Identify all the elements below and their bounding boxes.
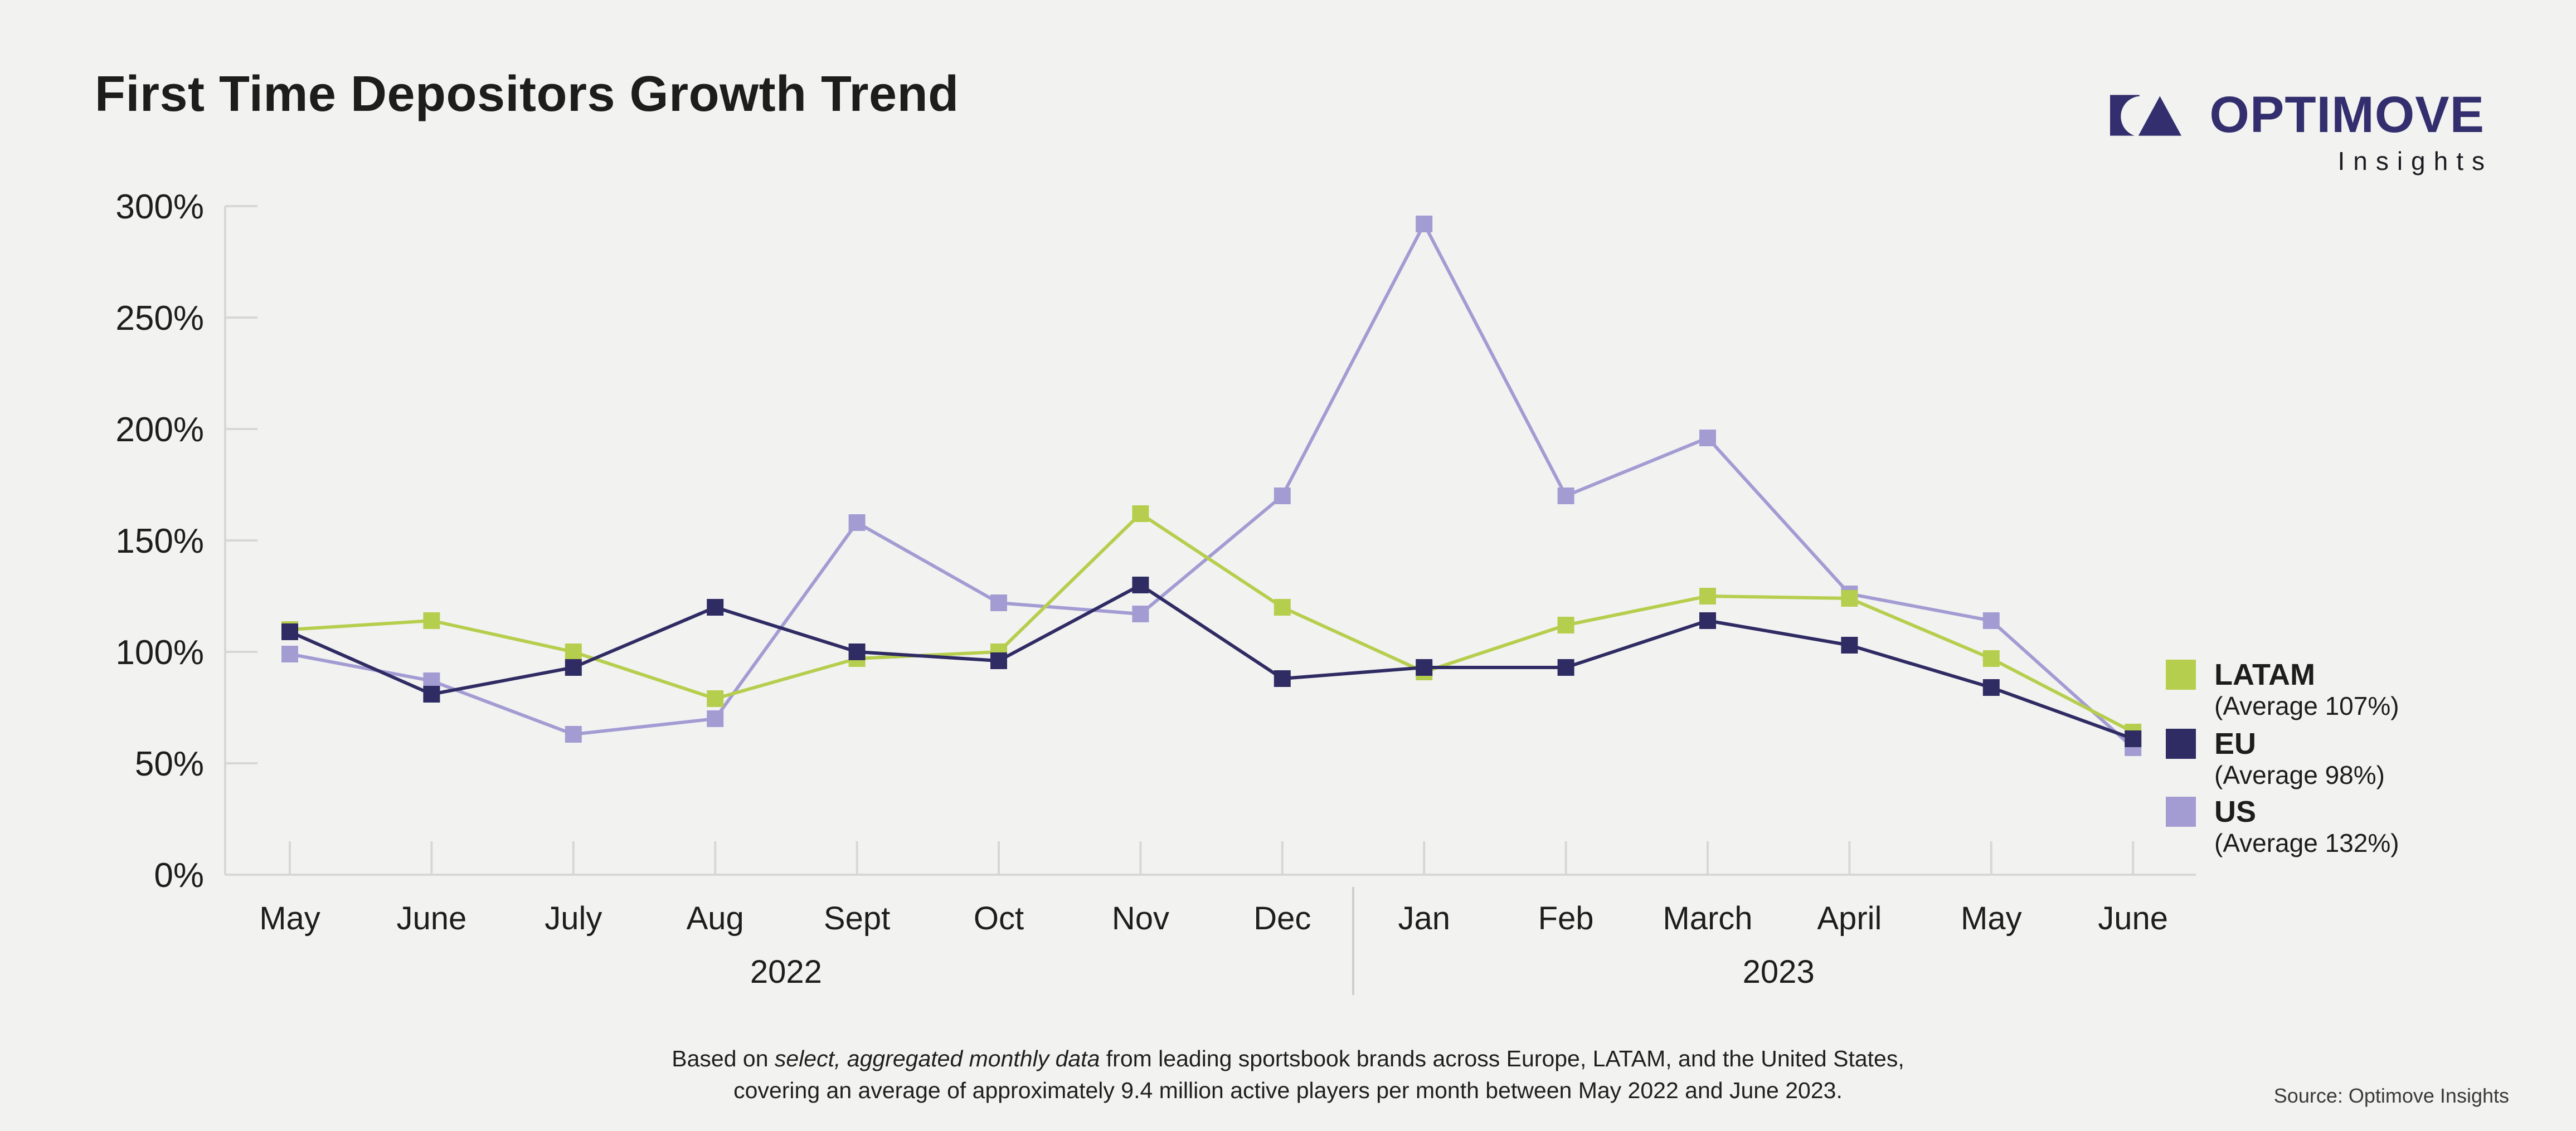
footnote-line-2: covering an average of approximately 9.4… — [733, 1078, 1843, 1103]
data-point-US — [1274, 488, 1291, 504]
x-axis-label: Feb — [1538, 900, 1594, 937]
data-point-EU — [565, 659, 582, 676]
data-point-EU — [2125, 730, 2142, 747]
data-point-EU — [423, 686, 440, 703]
legend-series-average: (Average 98%) — [2214, 760, 2385, 789]
series-line-US — [289, 220, 2135, 749]
x-axis-label: Dec — [1253, 900, 1311, 937]
year-label: 2022 — [750, 954, 822, 990]
footnote-line-1: Based on select, aggregated monthly data… — [672, 1046, 1904, 1071]
x-axis-label: Oct — [974, 900, 1024, 937]
data-point-EU — [1699, 612, 1716, 629]
x-axis-label: March — [1663, 900, 1752, 937]
data-point-LATAM — [1841, 590, 1858, 607]
data-point-US — [281, 646, 298, 662]
legend-series-name: EU — [2214, 727, 2257, 760]
y-axis-label: 100% — [115, 633, 204, 672]
data-point-LATAM — [707, 690, 724, 707]
data-point-US — [565, 726, 582, 743]
data-point-EU — [1132, 577, 1149, 593]
data-point-LATAM — [1557, 617, 1574, 633]
series-line-LATAM — [289, 511, 2134, 734]
x-axis-label: Jan — [1398, 900, 1450, 937]
x-axis-label: May — [259, 900, 320, 937]
logo-brand-text: OPTIMOVE — [2209, 86, 2485, 143]
optimove-logo-icon — [2110, 95, 2181, 136]
data-point-US — [848, 514, 866, 531]
optimove-logo: OPTIMOVE Insights — [2110, 89, 2485, 176]
series-line-EU — [289, 583, 2134, 740]
data-point-LATAM — [565, 644, 582, 660]
data-point-LATAM — [1274, 599, 1291, 616]
eu-color-swatch — [2166, 729, 2196, 759]
latam-color-swatch — [2166, 660, 2196, 690]
data-point-EU — [281, 623, 298, 640]
x-axis-label: Nov — [1112, 900, 1169, 937]
data-point-EU — [1274, 670, 1291, 687]
data-point-US — [1416, 216, 1433, 232]
y-axis-label: 300% — [115, 188, 204, 226]
data-point-US — [1699, 430, 1716, 446]
x-axis-label: April — [1817, 900, 1882, 937]
data-point-US — [1982, 612, 2000, 629]
y-axis-label: 0% — [154, 856, 204, 895]
data-point-EU — [1982, 679, 2000, 696]
legend-item-latam: LATAM (Average 107%) — [2166, 659, 2399, 721]
data-point-EU — [848, 644, 866, 660]
legend-series-name: US — [2214, 795, 2257, 828]
year-label: 2023 — [1743, 954, 1815, 990]
data-point-LATAM — [1132, 505, 1149, 522]
data-point-EU — [1841, 637, 1858, 654]
x-axis-label: Sept — [824, 900, 890, 937]
legend-series-name: LATAM — [2214, 658, 2315, 691]
data-point-EU — [1557, 659, 1574, 676]
data-point-EU — [990, 652, 1007, 669]
x-axis-label: Aug — [687, 900, 744, 937]
data-point-LATAM — [1699, 588, 1716, 604]
legend-series-average: (Average 132%) — [2214, 828, 2399, 857]
logo-sub-text: Insights — [2337, 147, 2493, 176]
y-axis-label: 50% — [135, 745, 204, 783]
data-point-LATAM — [423, 612, 440, 629]
data-point-US — [707, 710, 724, 727]
page-title: First Time Depositors Growth Trend — [95, 66, 959, 122]
us-color-swatch — [2166, 797, 2196, 827]
legend-series-average: (Average 107%) — [2214, 691, 2399, 720]
x-axis-label: July — [545, 900, 602, 937]
y-axis-label: 250% — [115, 299, 204, 338]
data-point-LATAM — [1982, 650, 2000, 667]
x-axis-label: June — [397, 900, 467, 937]
data-point-EU — [1416, 659, 1433, 676]
footnote: Based on select, aggregated monthly data… — [0, 1043, 2576, 1106]
data-point-US — [1132, 606, 1149, 622]
data-point-US — [990, 594, 1007, 611]
source-credit: Source: Optimove Insights — [2273, 1084, 2509, 1107]
x-axis-label: May — [1961, 900, 2022, 937]
legend-item-eu: EU (Average 98%) — [2166, 728, 2385, 790]
data-point-US — [1557, 488, 1574, 504]
x-axis-label: June — [2098, 900, 2168, 937]
legend-item-us: US (Average 132%) — [2166, 796, 2399, 858]
y-axis-label: 150% — [115, 522, 204, 560]
data-point-EU — [707, 599, 724, 616]
y-axis-label: 200% — [115, 411, 204, 449]
